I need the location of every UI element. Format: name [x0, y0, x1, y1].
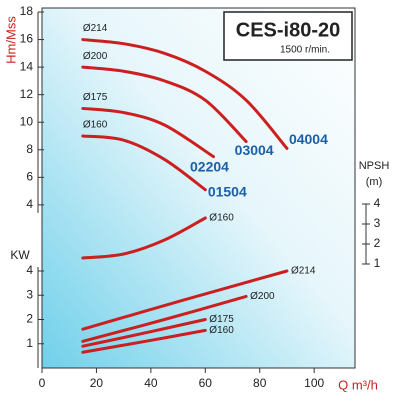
curve-label: Ø175: [209, 314, 234, 325]
curve: [81, 318, 207, 348]
y-tick-label: 6: [26, 170, 33, 184]
y-tick-label: 16: [20, 32, 34, 46]
x-tick-label: 20: [90, 376, 104, 390]
y-tick-label: 4: [26, 197, 33, 211]
curve-label: Ø175: [83, 92, 108, 103]
model-label: 02204: [190, 158, 229, 174]
title-box: [223, 11, 353, 61]
kw-tick-label: 3: [26, 287, 33, 301]
curve-label: Ø160: [83, 120, 108, 131]
chart-title: CES-i80-20: [236, 19, 341, 41]
curve: [81, 269, 289, 331]
curve: [81, 294, 248, 343]
y2-tick-label: 1: [374, 256, 381, 270]
y2-tick-label: 3: [374, 216, 381, 230]
curve: [81, 328, 207, 354]
curve: [81, 134, 207, 192]
kw-tick-label: 4: [26, 263, 33, 277]
chart-subtitle: 1500 r/min.: [280, 45, 330, 56]
x-tick-label: 40: [144, 376, 158, 390]
curve-label: Ø214: [83, 23, 108, 34]
y2-axis-label: NPSH (m): [359, 160, 390, 188]
y-tick-label: 14: [20, 59, 34, 73]
curve-label: Ø214: [291, 266, 316, 277]
x-tick-label: 60: [199, 376, 213, 390]
x-tick-label: 80: [253, 376, 267, 390]
curve: [81, 38, 289, 150]
y-axis-label: Hm/Mss: [3, 16, 18, 64]
y-tick-label: 18: [20, 4, 34, 18]
curve-label: Ø160: [209, 325, 234, 336]
model-label: 03004: [235, 142, 274, 158]
kw-tick-label: 1: [26, 336, 33, 350]
y-tick-label: 8: [26, 142, 33, 156]
curve: [81, 65, 248, 144]
curve-label: Ø200: [250, 291, 275, 302]
model-label: 04004: [289, 131, 328, 147]
kw-axis-label: KW: [10, 248, 30, 262]
y2-tick-label: 2: [374, 236, 381, 250]
plot-area: [41, 7, 356, 369]
x-tick-label: 100: [304, 376, 324, 390]
curve: [81, 216, 207, 260]
x-axis-label: Q m³/h: [338, 377, 378, 392]
curve-label: Ø200: [83, 51, 108, 62]
model-label: 01504: [208, 183, 247, 199]
kw-tick-label: 2: [26, 312, 33, 326]
y-tick-label: 10: [20, 114, 34, 128]
curve-label: Ø160: [209, 213, 234, 224]
y-tick-label: 12: [20, 87, 34, 101]
x-tick-label: 0: [39, 376, 46, 390]
y2-tick-label: 4: [374, 196, 381, 210]
curve: [81, 106, 215, 159]
